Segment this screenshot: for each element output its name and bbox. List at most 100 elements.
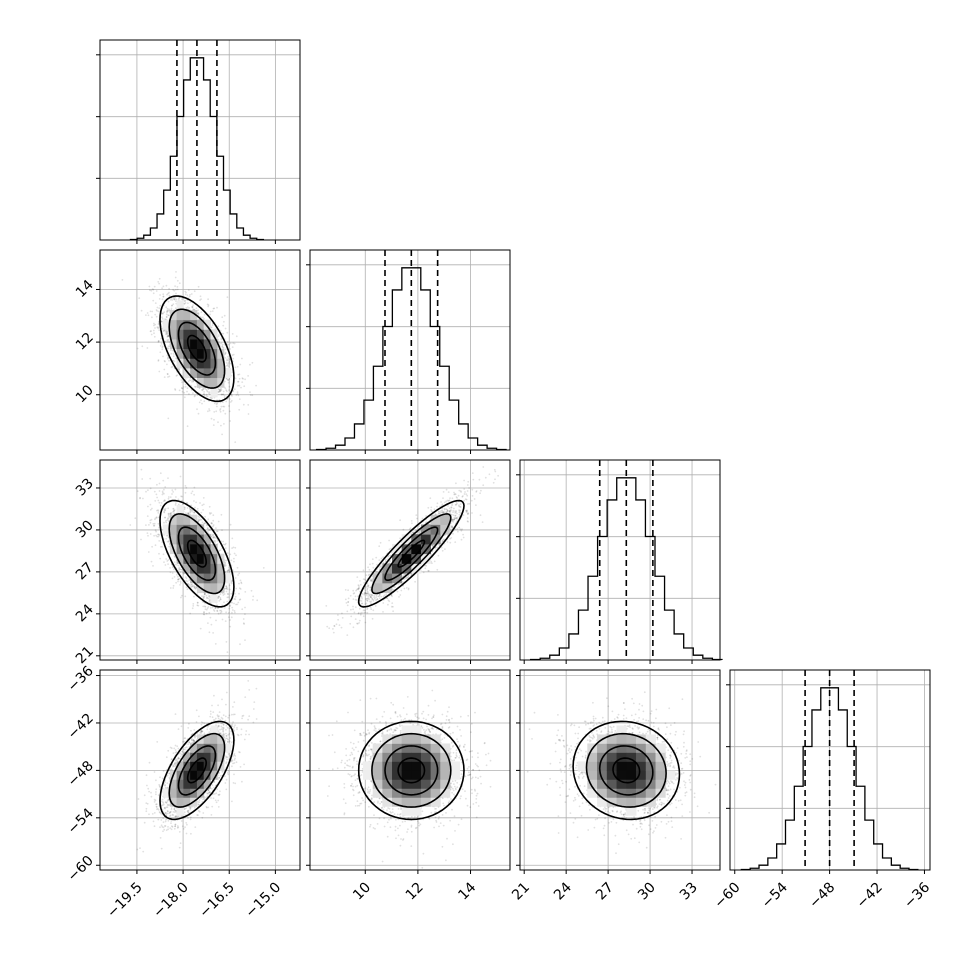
density-cell xyxy=(203,573,211,584)
scatter-point xyxy=(414,580,416,583)
scatter-point xyxy=(238,398,241,400)
scatter-point xyxy=(224,352,227,355)
scatter-point xyxy=(121,279,124,281)
panel-background xyxy=(310,250,510,450)
scatter-point xyxy=(141,345,144,348)
scatter-point xyxy=(203,613,206,616)
scatter-point xyxy=(162,295,165,298)
scatter-point xyxy=(165,306,168,309)
scatter-point xyxy=(167,512,170,515)
scatter-point xyxy=(455,482,457,485)
scatter-point xyxy=(207,305,210,308)
scatter-point xyxy=(147,314,150,317)
density-cell xyxy=(210,582,218,594)
scatter-point xyxy=(256,599,259,602)
scatter-point xyxy=(171,493,173,495)
scatter-point xyxy=(153,285,156,288)
scatter-point xyxy=(216,402,219,405)
scatter-point xyxy=(223,343,226,346)
scatter-point xyxy=(157,322,160,325)
scatter-point xyxy=(202,497,205,499)
scatter-point xyxy=(193,586,196,589)
scatter-point xyxy=(219,390,222,393)
scatter-point xyxy=(150,289,153,292)
scatter-point xyxy=(190,379,192,382)
scatter-point xyxy=(161,318,164,320)
scatter-point xyxy=(209,313,212,316)
scatter-point xyxy=(172,491,175,493)
scatter-point xyxy=(249,363,251,366)
scatter-point xyxy=(163,329,166,332)
scatter-point xyxy=(231,346,234,348)
scatter-point xyxy=(221,345,224,348)
scatter-point xyxy=(185,291,188,294)
scatter-point xyxy=(217,421,219,424)
scatter-point xyxy=(186,390,188,393)
scatter-point xyxy=(181,298,183,300)
scatter-point xyxy=(161,313,164,315)
scatter-point xyxy=(178,282,181,285)
scatter-point xyxy=(166,373,169,375)
scatter-point xyxy=(237,373,240,376)
scatter-point xyxy=(226,600,229,603)
scatter-point xyxy=(191,381,193,383)
scatter-point xyxy=(145,490,147,493)
scatter-point xyxy=(152,523,155,525)
scatter-point xyxy=(201,389,203,391)
scatter-point xyxy=(166,373,169,376)
scatter-point xyxy=(181,390,184,393)
scatter-point xyxy=(185,307,188,309)
scatter-point xyxy=(149,330,152,333)
scatter-point xyxy=(142,497,144,500)
scatter-point xyxy=(172,510,175,513)
scatter-point xyxy=(167,339,170,341)
scatter-point xyxy=(211,324,214,327)
scatter-point xyxy=(177,498,180,501)
scatter-point xyxy=(177,575,179,578)
scatter-point xyxy=(247,413,250,415)
scatter-point xyxy=(186,425,189,428)
scatter-point xyxy=(416,517,418,520)
scatter-point xyxy=(208,391,211,393)
scatter-point xyxy=(152,292,155,295)
scatter-point xyxy=(220,424,222,427)
scatter-point xyxy=(161,348,164,351)
scatter-point xyxy=(238,377,241,380)
scatter-point xyxy=(218,334,220,336)
scatter-point xyxy=(214,541,217,544)
scatter-point xyxy=(191,607,194,610)
scatter-point xyxy=(220,337,223,340)
scatter-point xyxy=(166,307,169,310)
scatter-point xyxy=(162,330,165,333)
scatter-point xyxy=(184,383,187,386)
scatter-point xyxy=(236,365,239,368)
scatter-point xyxy=(237,601,240,604)
scatter-point xyxy=(219,549,222,551)
scatter-point xyxy=(200,298,203,300)
scatter-point xyxy=(153,332,155,335)
scatter-point xyxy=(210,623,213,626)
scatter-point xyxy=(235,554,237,557)
scatter-point xyxy=(159,351,162,354)
scatter-point xyxy=(220,405,223,408)
density-cell xyxy=(176,319,184,330)
scatter-point xyxy=(190,504,193,507)
scatter-point xyxy=(207,410,209,413)
scatter-point xyxy=(151,288,154,290)
scatter-point xyxy=(222,324,225,327)
scatter-point xyxy=(195,501,198,504)
scatter-point xyxy=(167,519,170,522)
scatter-point xyxy=(201,389,204,392)
scatter-point xyxy=(174,504,177,506)
scatter-point xyxy=(203,313,206,316)
scatter-point xyxy=(229,342,232,345)
scatter-point xyxy=(199,299,201,302)
scatter-point xyxy=(177,580,179,583)
scatter-point xyxy=(231,537,234,540)
scatter-point xyxy=(172,355,175,358)
scatter-point xyxy=(226,571,229,574)
scatter-point xyxy=(238,592,240,595)
scatter-point xyxy=(165,284,168,287)
